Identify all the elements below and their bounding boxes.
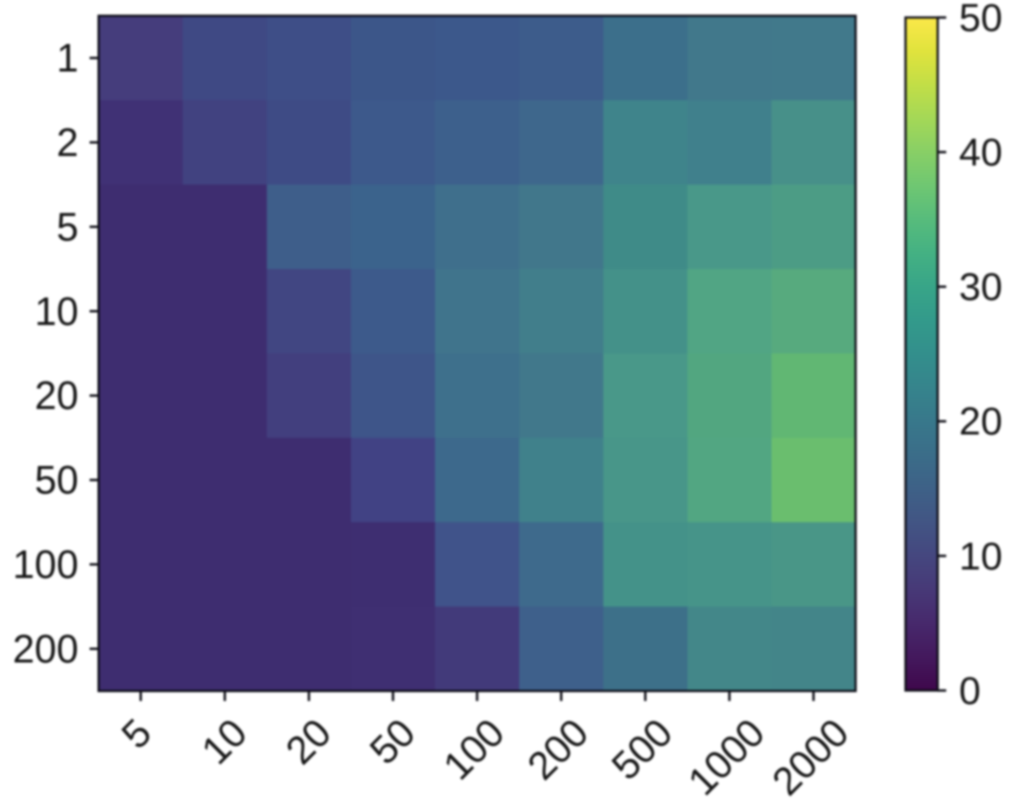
svg-text:10: 10 <box>35 290 79 334</box>
svg-text:1: 1 <box>57 37 79 81</box>
svg-text:20: 20 <box>959 401 1002 444</box>
svg-text:10: 10 <box>959 535 1002 578</box>
svg-text:50: 50 <box>959 0 1002 40</box>
svg-text:30: 30 <box>959 266 1002 309</box>
svg-text:20: 20 <box>35 374 79 418</box>
svg-text:0: 0 <box>959 670 981 713</box>
svg-text:100: 100 <box>13 543 79 587</box>
svg-text:40: 40 <box>959 132 1002 175</box>
svg-text:2: 2 <box>57 121 79 165</box>
svg-text:5: 5 <box>57 205 79 249</box>
svg-text:200: 200 <box>13 627 79 671</box>
svg-text:50: 50 <box>35 459 79 503</box>
